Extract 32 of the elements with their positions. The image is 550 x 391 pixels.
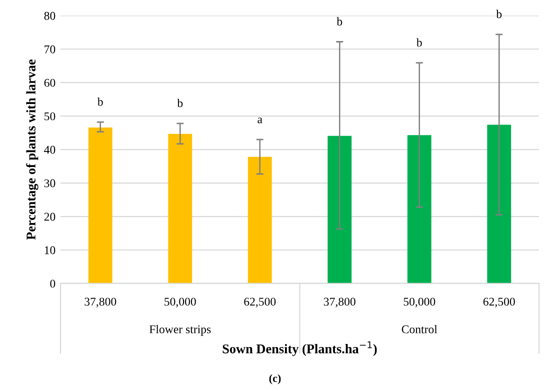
x-tick-label: 37,800 bbox=[324, 298, 356, 308]
bar bbox=[248, 156, 272, 284]
y-tick-label: 30 bbox=[44, 179, 56, 188]
y-tick-label: 0 bbox=[50, 280, 56, 288]
annotation: b bbox=[496, 10, 502, 18]
y-tick-label: 80 bbox=[44, 12, 56, 20]
bar bbox=[328, 136, 352, 284]
annotation: b bbox=[177, 98, 183, 108]
y-tick-label: 40 bbox=[44, 146, 56, 154]
y-tick-label: 50 bbox=[44, 112, 56, 120]
text: (c) bbox=[269, 374, 281, 384]
bar bbox=[407, 135, 432, 284]
annotation: b bbox=[416, 38, 422, 47]
annotation: a bbox=[258, 118, 262, 124]
x-tick-label: 62,500 bbox=[483, 298, 515, 308]
text: Control bbox=[402, 324, 438, 334]
x-axis-title: Sown Density (Plants.ha$^{−1}$) bbox=[222, 341, 377, 356]
y-tick-label: 20 bbox=[44, 212, 56, 221]
x-tick-label: 37,800 bbox=[84, 298, 116, 308]
bar bbox=[88, 127, 112, 284]
bar bbox=[487, 124, 512, 284]
annotation: b bbox=[336, 17, 342, 26]
x-tick-label: 62,500 bbox=[244, 298, 276, 308]
y-tick-label: 60 bbox=[44, 78, 56, 87]
y-tick-label: 70 bbox=[44, 45, 56, 54]
x-tick-label: 50,000 bbox=[164, 298, 196, 308]
text: Flower strips bbox=[149, 324, 211, 336]
y-axis-title: Percentage of plants with larvae bbox=[26, 60, 38, 240]
bar bbox=[168, 134, 192, 284]
y-tick-label: 10 bbox=[44, 246, 56, 254]
x-tick-label: 50,000 bbox=[404, 298, 436, 308]
annotation: b bbox=[97, 98, 103, 106]
